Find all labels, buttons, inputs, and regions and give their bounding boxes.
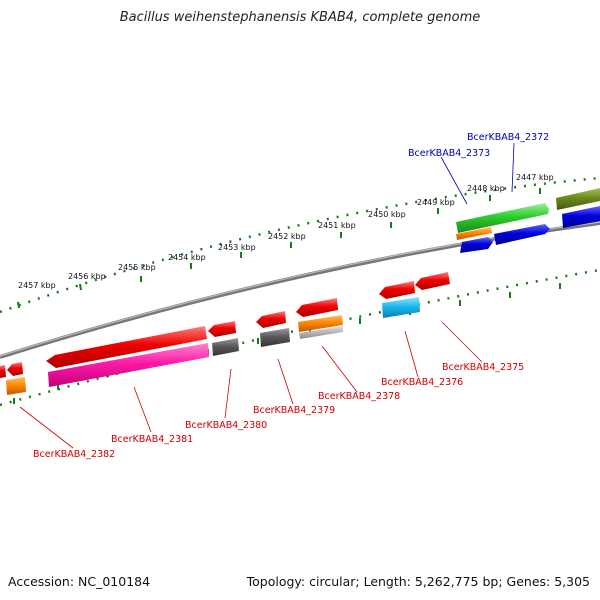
topology-text: Topology: circular; Length: 5,262,775 bp… (246, 574, 590, 589)
outer-major-ticks (17, 188, 541, 309)
gene-arrow-blue-3[interactable] (562, 206, 600, 228)
gene-label: BcerKBAB4_2380 (185, 420, 267, 431)
tick-label: 2454 kbp (168, 253, 206, 262)
gene-label: BcerKBAB4_2379 (253, 405, 335, 416)
gene-arrow-red-2375[interactable] (415, 272, 450, 290)
gene-arrow-orange[interactable] (456, 227, 492, 240)
gene-label: BcerKBAB4_2378 (318, 391, 400, 402)
tick-label: 2455 kbp (118, 263, 156, 272)
gene-label: BcerKBAB4_2373 (408, 148, 490, 159)
tick-label: 2457 kbp (18, 281, 56, 290)
gene-pink-2381[interactable] (48, 343, 209, 387)
map-title: Bacillus weihenstephanensis KBAB4, compl… (119, 10, 481, 25)
gene-arrow-blue-1[interactable] (460, 237, 493, 253)
scale-labels: 2447 kbp 2448 kbp 2449 kbp 2450 kbp 2451… (18, 173, 554, 290)
tick-label: 2451 kbp (318, 221, 356, 230)
tick-label: 2450 kbp (368, 210, 406, 219)
gene-label: BcerKBAB4_2372 (467, 132, 549, 143)
reverse-strand-features (0, 272, 450, 395)
gene-label: BcerKBAB4_2375 (442, 362, 524, 373)
tick-label: 2452 kbp (268, 232, 306, 241)
gene-orange-2378[interactable] (298, 315, 343, 332)
gene-label: BcerKBAB4_2381 (111, 434, 193, 445)
gene-lightgray-2378[interactable] (299, 326, 343, 339)
gene-gray-2380[interactable] (212, 338, 239, 356)
gene-arrow-red-2380[interactable] (208, 321, 236, 337)
gene-arrow-red-2382b[interactable] (7, 362, 23, 376)
tick-label: 2449 kbp (417, 198, 455, 207)
gene-label: BcerKBAB4_2382 (33, 449, 115, 460)
gene-arrow-red-2376[interactable] (379, 281, 415, 299)
gene-cyan-2376[interactable] (382, 297, 420, 318)
gene-label: BcerKBAB4_2376 (381, 377, 463, 388)
forward-strand-features (456, 188, 600, 253)
gene-gray-2379[interactable] (260, 328, 290, 347)
gene-arrow-green[interactable] (456, 203, 549, 233)
gene-arrow-blue-2[interactable] (494, 224, 550, 245)
tick-label: 2447 kbp (516, 173, 554, 182)
outer-scale-track (0, 176, 600, 314)
tick-label: 2456 kbp (68, 272, 106, 281)
accession-text: Accession: NC_010184 (8, 574, 151, 589)
tick-label: 2448 kbp (467, 184, 505, 193)
tick-label: 2453 kbp (218, 243, 256, 252)
gene-arrow-red-2381[interactable] (46, 326, 207, 368)
gene-orange-2382[interactable] (6, 377, 26, 395)
gene-arrow-red-2382a[interactable] (0, 365, 6, 378)
gene-arrow-red-2378[interactable] (296, 298, 338, 317)
gene-arrow-red-2379[interactable] (256, 311, 286, 328)
gene-labels: BcerKBAB4_2372 BcerKBAB4_2373 BcerKBAB4_… (33, 132, 549, 460)
gene-arrow-olive[interactable] (556, 188, 600, 210)
label-leader-lines (19, 142, 515, 449)
